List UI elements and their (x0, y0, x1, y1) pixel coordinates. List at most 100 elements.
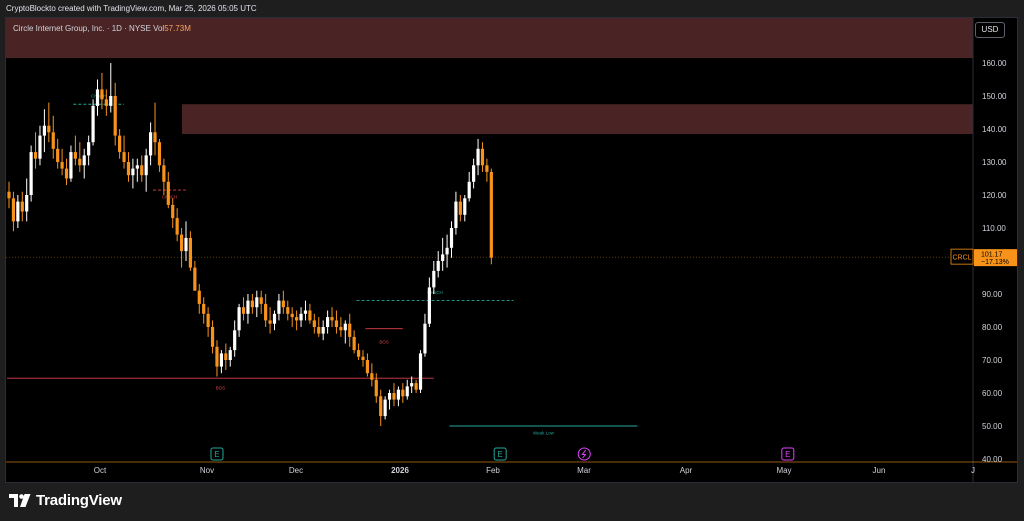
candle-body (414, 383, 418, 390)
candle-body (82, 155, 86, 166)
candle-body (352, 336, 356, 351)
candle-body (454, 201, 458, 228)
tradingview-logo-icon (9, 494, 31, 507)
x-tick-label: Dec (289, 466, 303, 475)
candlestick-chart[interactable]: CHoCHCHoCHCHoCHBOSBOSWeak Low160.00150.0… (6, 18, 1018, 483)
candle-body (290, 313, 294, 318)
candle-body (321, 327, 325, 334)
earnings-letter: E (785, 450, 790, 459)
candle-body (401, 389, 405, 397)
candle-body (210, 327, 215, 347)
candle-body (445, 247, 449, 255)
candle-body (118, 135, 122, 153)
candle-body (458, 201, 462, 215)
symbol-info: Circle Internet Group, Inc. · 1D · NYSE (13, 24, 151, 33)
x-tick-label: Apr (680, 466, 693, 475)
volume-value: 57.73M (164, 24, 191, 33)
earnings-event-icon (210, 447, 224, 461)
candle-body (122, 152, 126, 162)
currency-button[interactable]: USD (975, 22, 1005, 38)
candle-body (20, 201, 24, 212)
candle-body (383, 399, 387, 417)
candle-body (197, 290, 201, 304)
candle-body (38, 135, 42, 159)
annotation-label: CHoCH (427, 290, 443, 295)
candle-body (100, 89, 104, 100)
chart-area[interactable]: CHoCHCHoCHCHoCHBOSBOSWeak Low160.00150.0… (5, 17, 1018, 483)
symbol-legend: Circle Internet Group, Inc. · 1D · NYSE … (13, 24, 191, 33)
attribution-text: CryptoBlockto created with TradingView.c… (6, 4, 257, 13)
candle-body (467, 181, 471, 199)
candle-body (153, 132, 157, 143)
y-tick-label: 160.00 (982, 59, 1007, 68)
candle-body (69, 152, 73, 179)
candle-body (179, 234, 184, 252)
x-tick-label: Mar (577, 466, 591, 475)
candle-body (42, 125, 46, 136)
candle-body (184, 237, 188, 252)
candle-body (16, 201, 20, 222)
candle-body (109, 96, 113, 106)
tradingview-logo[interactable]: TradingView (9, 492, 122, 509)
candle-body (303, 310, 308, 314)
candle-body (436, 261, 440, 271)
earnings-event-icon (781, 447, 795, 461)
candle-body (157, 142, 162, 166)
candle-body (224, 353, 228, 360)
annotation-label: Weak Low (533, 430, 555, 435)
candle-body (441, 254, 445, 261)
x-tick-label: Jun (873, 466, 886, 475)
candle-body (449, 228, 454, 248)
tradingview-wordmark: TradingView (36, 492, 122, 509)
candle-body (91, 105, 95, 143)
x-tick-label: Oct (94, 466, 107, 475)
candle-body (295, 317, 299, 321)
candle-body (317, 327, 321, 334)
candle-body (162, 165, 166, 182)
y-tick-label: 150.00 (982, 92, 1007, 101)
candle-body (228, 350, 232, 360)
candle-body (463, 198, 467, 215)
candle-body (95, 89, 100, 106)
y-tick-label: 120.00 (982, 191, 1007, 200)
candle-body (339, 327, 343, 331)
candle-body (286, 307, 290, 314)
candle-body (334, 320, 339, 327)
candle-body (87, 142, 91, 156)
candle-body (405, 386, 409, 397)
candle-body (219, 353, 223, 367)
candle-body (131, 168, 135, 176)
change-percent: −17.13% (981, 259, 1009, 266)
candle-body (11, 198, 16, 222)
y-tick-label: 80.00 (982, 323, 1003, 332)
candle-body (175, 218, 179, 235)
candle-body (51, 132, 55, 149)
candle-body (246, 300, 250, 314)
candle-body (427, 287, 431, 324)
candle-body (135, 165, 139, 169)
candle-body (33, 152, 38, 159)
y-tick-label: 140.00 (982, 125, 1007, 134)
candle-body (144, 155, 148, 176)
annotation-label: BOS (216, 386, 226, 391)
candle-body (104, 99, 108, 106)
candle-body (250, 300, 254, 308)
candle-body (396, 389, 400, 400)
candle-body (188, 237, 193, 268)
symbol-tag-box (950, 248, 974, 265)
candle-body (370, 373, 374, 380)
candle-body (299, 313, 303, 321)
candle-body (259, 297, 263, 304)
candle-body (356, 350, 361, 357)
candle-body (392, 393, 396, 400)
y-tick-label: 50.00 (982, 422, 1003, 431)
candle-body (423, 323, 427, 354)
candle-body (272, 313, 277, 324)
candle-body (343, 323, 347, 331)
candle-body (233, 330, 237, 351)
y-tick-label: 90.00 (982, 290, 1003, 299)
bolt-icon (581, 449, 587, 459)
candle-body (348, 323, 352, 337)
candle-body (365, 360, 370, 374)
earnings-event-icon (493, 447, 507, 461)
